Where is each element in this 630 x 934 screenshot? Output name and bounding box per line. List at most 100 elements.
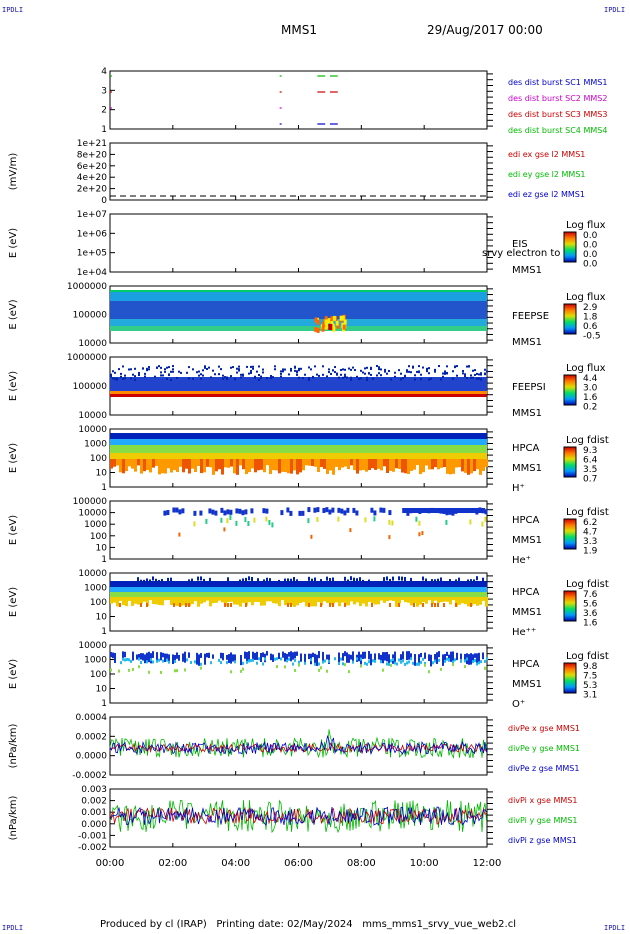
y-tick-label: 1e+07 xyxy=(77,210,107,220)
y-tick-label: 2e+20 xyxy=(77,185,108,195)
y-tick-label: 0.003 xyxy=(81,785,107,795)
panel-frame-burst xyxy=(109,70,488,130)
hpca-he-spectrogram xyxy=(163,507,488,540)
hpca-h-spectrogram xyxy=(110,433,488,475)
y-tick-label: 10000 xyxy=(78,509,107,519)
y-tick-label: 100000 xyxy=(73,311,108,321)
y-tick-label: 100000 xyxy=(73,497,108,507)
y-tick-label: 10000 xyxy=(78,425,107,435)
instrument-label: MMS1 xyxy=(512,408,542,419)
y-tick-label: 10 xyxy=(96,685,108,695)
colorbar-tick: 0.0 xyxy=(583,231,598,241)
panel-frame-eis xyxy=(109,213,488,273)
y-tick-label: 100 xyxy=(90,670,107,680)
y-axis-label: (mV/m) xyxy=(8,153,19,191)
instrument-label: HPCA xyxy=(512,515,540,526)
colorbar-title: Log flux xyxy=(566,220,606,231)
y-axis-label: E (eV) xyxy=(8,443,19,473)
x-tick-label: 06:00 xyxy=(284,858,313,869)
y-axis-label: E (eV) xyxy=(8,371,19,401)
colorbar-tick: 0.7 xyxy=(583,475,597,485)
instrument-label: FEEPSE xyxy=(512,311,549,322)
colorbar-tick: 1.6 xyxy=(583,619,598,629)
x-tick-label: 10:00 xyxy=(410,858,439,869)
legend-entry: divPe x gse MMS1 xyxy=(508,724,580,733)
instrument-label: H⁺ xyxy=(512,483,525,494)
instrument-label: MMS1 xyxy=(512,679,542,690)
colorbar-tick: 5.6 xyxy=(583,600,598,610)
overlay-label: srvy electron to xyxy=(482,248,560,259)
footer: Produced by cl (IRAP) Printing date: 02/… xyxy=(100,919,517,930)
y-tick-label: 4e+20 xyxy=(77,173,108,183)
y-tick-label: 0.002 xyxy=(81,797,107,807)
legend-entry: des dist burst SC3 MMS3 xyxy=(508,110,607,119)
y-tick-label: 10000 xyxy=(78,569,107,579)
legend-entry: edi ez gse l2 MMS1 xyxy=(508,190,585,199)
y-tick-label: 1000 xyxy=(84,584,107,594)
colorbar-tick: 9.8 xyxy=(583,662,598,672)
corner-label-tr: IPDLI xyxy=(604,6,626,14)
y-axis-label: E (eV) xyxy=(8,228,19,258)
x-tick-label: 12:00 xyxy=(473,858,502,869)
panel-frame-edi xyxy=(109,142,488,201)
colorbar-title: Log flux xyxy=(566,292,606,303)
colorbar-tick: 0.0 xyxy=(583,260,598,270)
y-tick-label: 1000 xyxy=(84,440,107,450)
page-title: MMS1 xyxy=(281,23,317,37)
colorbar xyxy=(563,590,577,622)
legend-entry: des dist burst SC2 MMS2 xyxy=(508,94,607,103)
legend-entry: edi ey gse l2 MMS1 xyxy=(508,170,586,179)
y-tick-label: 0.0004 xyxy=(76,713,108,723)
colorbar-tick: 9.3 xyxy=(583,446,597,456)
colorbar xyxy=(563,374,577,406)
instrument-label: MMS1 xyxy=(512,265,542,276)
corner-label-bl: IPDLI xyxy=(2,924,24,932)
instrument-label: MMS1 xyxy=(512,535,542,546)
y-tick-label: 1000 xyxy=(84,520,107,530)
feeps-i-spectrogram xyxy=(110,365,488,397)
y-tick-label: 2 xyxy=(101,106,107,116)
colorbar xyxy=(563,446,577,478)
instrument-label: He⁺⁺ xyxy=(512,627,536,638)
colorbar-tick: 6.4 xyxy=(583,456,598,466)
colorbar-title: Log fdist xyxy=(566,507,609,518)
colorbar-tick: 0.0 xyxy=(583,241,598,251)
instrument-label: MMS1 xyxy=(512,463,542,474)
colorbar xyxy=(563,303,577,335)
hpca-o-spectrogram xyxy=(110,651,488,674)
y-tick-label: 0.0000 xyxy=(76,752,108,762)
colorbar-tick: 3.1 xyxy=(583,691,597,701)
colorbar xyxy=(563,518,577,550)
legend-entry: divPi x gse MMS1 xyxy=(508,796,577,805)
y-tick-label: 1e+06 xyxy=(77,229,108,239)
y-tick-label: 10 xyxy=(96,543,108,553)
y-tick-label: 1 xyxy=(101,555,107,565)
y-tick-label: 1000000 xyxy=(67,282,107,292)
colorbar-tick: 1.9 xyxy=(583,547,598,557)
instrument-label: HPCA xyxy=(512,659,540,670)
page-date: 29/Aug/2017 00:00 xyxy=(427,23,543,37)
y-tick-label: 1e+05 xyxy=(77,249,107,259)
y-tick-label: 1 xyxy=(101,125,107,135)
y-axis-label: E (eV) xyxy=(8,515,19,545)
colorbar-title: Log flux xyxy=(566,363,606,374)
y-tick-label: -0.002 xyxy=(78,843,107,853)
legend-entry: divPe y gse MMS1 xyxy=(508,744,580,753)
y-tick-label: 0 xyxy=(101,196,107,206)
y-tick-label: 10000 xyxy=(78,411,107,421)
y-axis-label: (nPa/km) xyxy=(8,724,19,769)
y-tick-label: 3 xyxy=(101,86,107,96)
colorbar-tick: 0.0 xyxy=(583,250,598,260)
colorbar-tick: 0.6 xyxy=(583,322,598,332)
y-tick-label: 100 xyxy=(90,454,107,464)
hpca-hepp-spectrogram xyxy=(110,576,488,607)
colorbar-tick: 1.6 xyxy=(583,393,598,403)
y-tick-label: 100 xyxy=(90,598,107,608)
legend-entry: des dist burst SC4 MMS4 xyxy=(508,126,607,135)
y-tick-label: 0.001 xyxy=(81,808,107,818)
divpi-traces xyxy=(109,799,487,834)
instrument-label: He⁺ xyxy=(512,555,531,566)
y-tick-label: 1000 xyxy=(84,656,107,666)
colorbar xyxy=(563,231,577,263)
colorbar-tick: 0.2 xyxy=(583,403,597,413)
